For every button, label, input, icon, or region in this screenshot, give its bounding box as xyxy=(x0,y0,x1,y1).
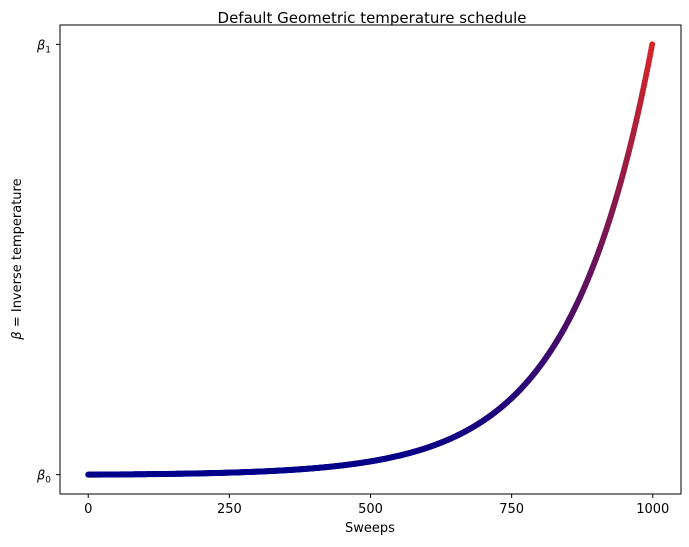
x-tick-label: 750 xyxy=(499,502,524,517)
x-tick-label: 250 xyxy=(217,502,242,517)
x-axis-label: Sweeps xyxy=(345,521,395,536)
y-axis-label-text: = Inverse temperature xyxy=(10,178,25,331)
chart-title: Default Geometric temperature schedule xyxy=(218,9,527,27)
x-axis: 0 250 500 750 1000 xyxy=(84,494,669,517)
data-points xyxy=(85,41,656,478)
data-point xyxy=(649,41,656,48)
y-axis-label: β = Inverse temperature xyxy=(10,178,25,340)
y-tick-label: β1 xyxy=(36,38,51,55)
plot-area xyxy=(59,24,682,495)
y-axis-label-symbol: β xyxy=(10,331,25,340)
x-tick-label: 1000 xyxy=(636,502,669,517)
y-axis: β0 β1 xyxy=(36,38,60,486)
axes-frame xyxy=(59,24,682,495)
y-tick-label: β0 xyxy=(36,469,51,486)
x-tick-label: 500 xyxy=(358,502,383,517)
x-tick-label: 0 xyxy=(84,502,92,517)
